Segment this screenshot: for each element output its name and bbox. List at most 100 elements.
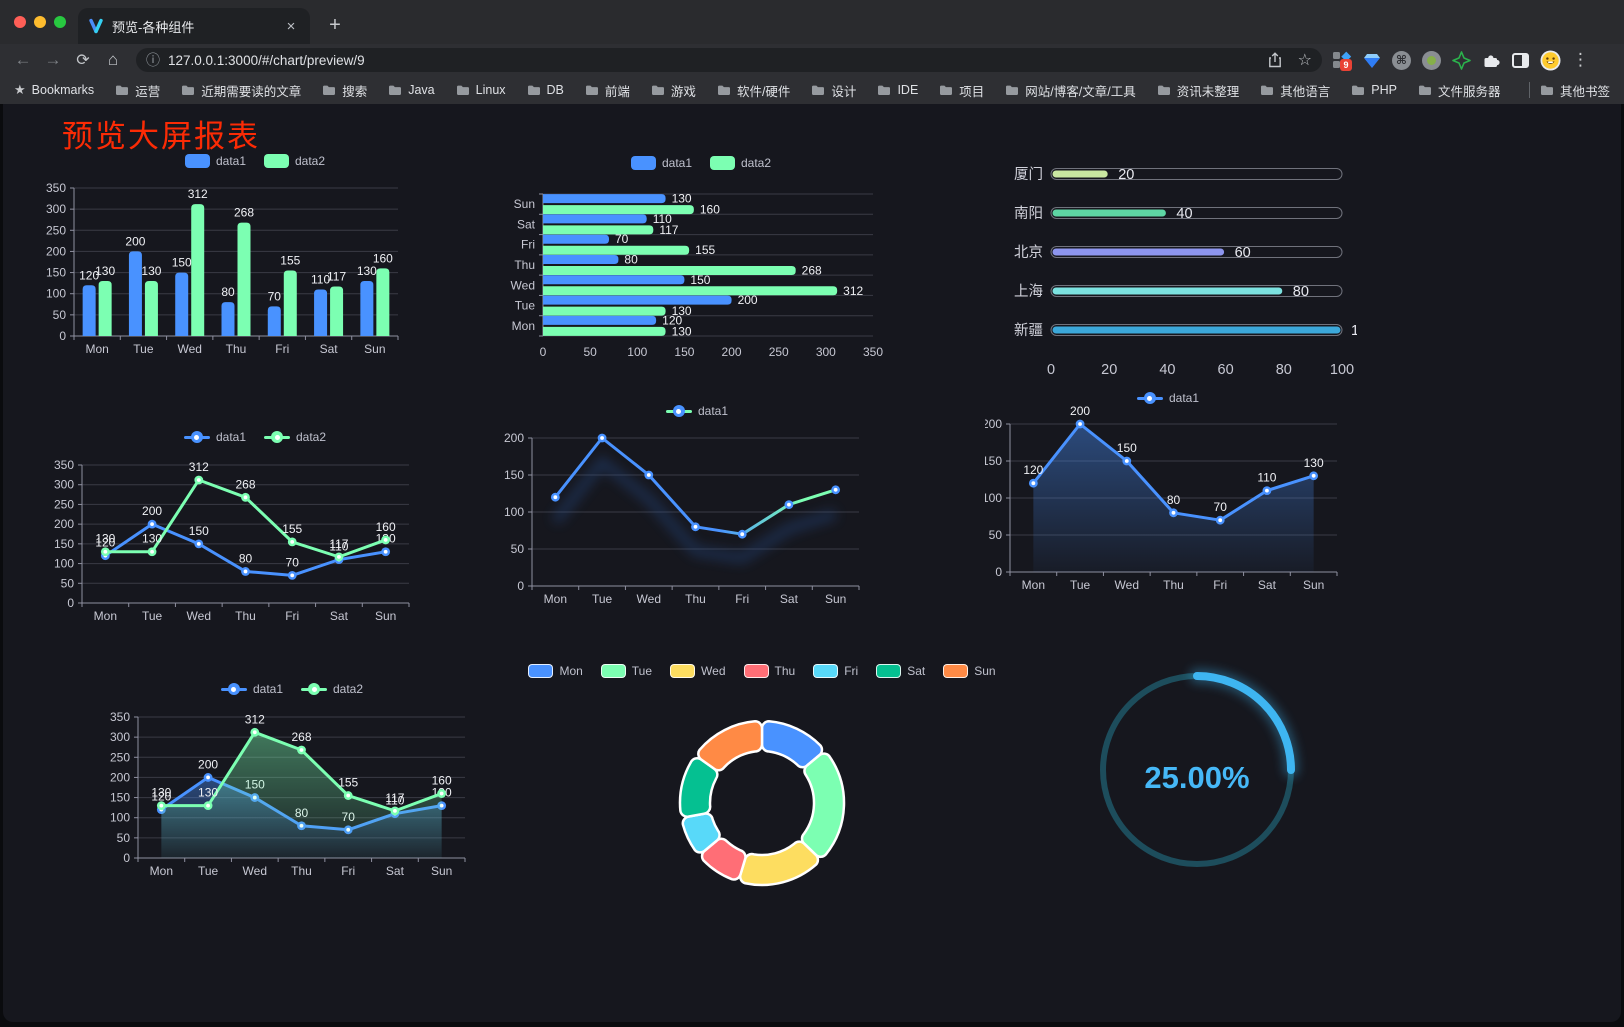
url-text[interactable]: 127.0.0.1:3000/#/chart/preview/9 — [168, 52, 365, 68]
legend-item-data2[interactable]: data2 — [264, 154, 325, 168]
legend-label: Sat — [907, 664, 926, 678]
folder-icon[interactable] — [322, 84, 336, 96]
browser-tab[interactable]: 预览-各种组件 × — [78, 8, 310, 44]
bookmark-item[interactable]: 其他语言 — [1260, 81, 1330, 100]
svg-text:155: 155 — [338, 776, 358, 790]
folder-icon[interactable] — [388, 84, 402, 96]
folder-icon[interactable] — [1005, 84, 1019, 96]
svg-text:268: 268 — [234, 206, 254, 220]
svg-text:Wed: Wed — [1115, 578, 1139, 592]
forward-icon[interactable]: → — [44, 50, 62, 69]
bookmark-star-icon[interactable]: ☆ — [1297, 52, 1312, 69]
folder-icon[interactable] — [115, 84, 129, 96]
svg-text:25.00%: 25.00% — [1144, 760, 1249, 795]
legend-item-data1[interactable]: data1 — [183, 430, 246, 444]
legend-item-Tue[interactable]: Tue — [600, 664, 653, 678]
folder-icon[interactable] — [181, 84, 195, 96]
svg-text:300: 300 — [110, 730, 130, 744]
bookmark-item[interactable]: 资讯未整理 — [1157, 81, 1239, 100]
tab-close-icon[interactable]: × — [286, 17, 296, 35]
folder-icon[interactable] — [1351, 84, 1365, 96]
address-bar[interactable]: ⓘ 127.0.0.1:3000/#/chart/preview/9 ☆ — [136, 48, 1322, 72]
bookmark-item[interactable]: Linux — [456, 83, 506, 97]
legend-item-Sun[interactable]: Sun — [943, 664, 996, 678]
folder-icon[interactable] — [877, 84, 891, 96]
svg-text:130: 130 — [672, 304, 692, 318]
svg-text:120: 120 — [1023, 463, 1043, 477]
legend-item-data2[interactable]: data2 — [710, 156, 771, 170]
svg-text:130: 130 — [95, 532, 115, 546]
svg-text:350: 350 — [110, 710, 130, 724]
legend-item-Fri[interactable]: Fri — [813, 664, 858, 678]
folder-icon[interactable] — [651, 84, 665, 96]
svg-text:117: 117 — [329, 537, 348, 551]
split-screen-icon[interactable] — [1512, 52, 1529, 68]
folder-icon[interactable] — [1540, 84, 1554, 96]
legend-item-Sat[interactable]: Sat — [876, 664, 925, 678]
legend-item-data1[interactable]: data1 — [1136, 391, 1199, 405]
svg-text:160: 160 — [700, 203, 720, 217]
svg-text:160: 160 — [373, 251, 393, 265]
bookmark-item[interactable]: 近期需要读的文章 — [181, 81, 301, 100]
folder-icon[interactable] — [585, 84, 599, 96]
minimize-window-button[interactable] — [34, 16, 46, 28]
chart-gradient-line-canvas: 0 50 100 150 200 Mon Tue Wed Thu Fri Sat Sun — [504, 431, 860, 606]
bookmark-item[interactable]: 游戏 — [651, 81, 696, 100]
reload-icon[interactable]: ⟳ — [76, 52, 90, 69]
folder-icon[interactable] — [1418, 84, 1432, 96]
gem-icon[interactable] — [1363, 52, 1381, 69]
star-icon[interactable]: ★ — [14, 82, 26, 97]
folder-icon[interactable] — [527, 84, 541, 96]
bookmark-item[interactable]: 运营 — [115, 81, 160, 100]
bookmark-item[interactable]: 文件服务器 — [1418, 81, 1500, 100]
legend-item-data1[interactable]: data1 — [665, 404, 728, 418]
legend-item-data2[interactable]: data2 — [301, 682, 363, 696]
bookmark-item[interactable]: ★ Bookmarks — [14, 82, 94, 98]
bookmark-item[interactable]: IDE — [877, 83, 918, 97]
legend-label: Tue — [631, 664, 653, 678]
sparkle-star-icon[interactable] — [1452, 50, 1471, 70]
legend-item-Mon[interactable]: Mon — [528, 664, 583, 678]
bookmark-item[interactable]: 搜索 — [322, 81, 367, 100]
zoom-window-button[interactable] — [54, 16, 66, 28]
bookmark-item[interactable]: PHP — [1351, 83, 1397, 97]
avatar-icon[interactable] — [1540, 50, 1561, 71]
bookmark-item[interactable]: 网站/博客/文章/工具 — [1005, 81, 1136, 100]
folder-icon[interactable] — [717, 84, 731, 96]
legend-label: data1 — [215, 154, 246, 168]
bookmark-item[interactable]: Java — [388, 83, 435, 97]
menu-dots-icon[interactable]: ⋮ — [1572, 50, 1589, 69]
close-window-button[interactable] — [14, 16, 26, 28]
folder-icon[interactable] — [811, 84, 825, 96]
legend-item-data1[interactable]: data1 — [220, 682, 283, 696]
folder-icon[interactable] — [1157, 84, 1171, 96]
legend-swatch-icon — [813, 664, 839, 678]
bookmark-item[interactable]: 前端 — [585, 81, 630, 100]
legend-swatch-icon — [743, 664, 769, 678]
bookmark-item[interactable]: 项目 — [939, 81, 984, 100]
share-icon[interactable] — [1268, 52, 1282, 68]
legend-item-data2[interactable]: data2 — [264, 430, 326, 444]
svg-text:Sat: Sat — [517, 217, 536, 231]
folder-icon[interactable] — [456, 84, 470, 96]
other-bookmarks[interactable]: 其他书签 — [1540, 81, 1610, 100]
legend-item-Wed[interactable]: Wed — [670, 664, 726, 678]
record-circle-icon[interactable] — [1422, 50, 1441, 70]
folder-icon[interactable] — [1260, 84, 1274, 96]
bookmark-item[interactable]: DB — [527, 83, 564, 97]
puzzle-icon[interactable] — [1482, 52, 1501, 69]
bookmark-label: 其他语言 — [1280, 84, 1331, 99]
legend-item-data1[interactable]: data1 — [630, 156, 692, 170]
extensions-grid-icon[interactable]: 9 — [1332, 50, 1352, 71]
bookmark-item[interactable]: 软件/硬件 — [717, 81, 790, 100]
back-icon[interactable]: ← — [14, 50, 32, 69]
legend-item-Thu[interactable]: Thu — [743, 664, 795, 678]
bookmark-label: Linux — [475, 83, 506, 97]
bookmark-item[interactable]: 设计 — [811, 81, 856, 100]
legend-item-data1[interactable]: data1 — [184, 154, 246, 168]
home-icon[interactable]: ⌂ — [107, 50, 119, 69]
svg-text:100: 100 — [985, 491, 1002, 505]
new-tab-button[interactable]: + — [329, 14, 341, 36]
folder-icon[interactable] — [939, 84, 953, 96]
command-circle-icon[interactable]: ⌘ — [1392, 50, 1411, 70]
